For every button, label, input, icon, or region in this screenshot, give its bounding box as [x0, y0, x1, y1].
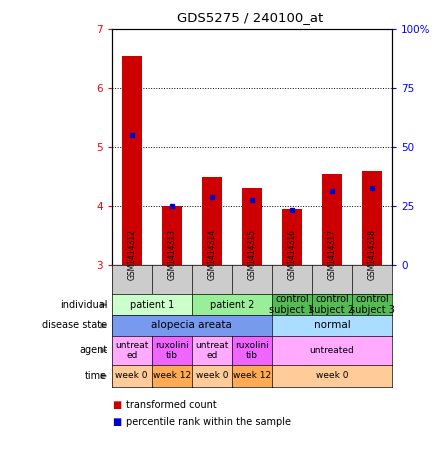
Text: week 0: week 0 — [116, 371, 148, 381]
Text: GDS5275 / 240100_at: GDS5275 / 240100_at — [177, 11, 323, 24]
Text: control
subject 1: control subject 1 — [269, 294, 314, 315]
Text: individual: individual — [60, 299, 107, 310]
Text: week 0: week 0 — [316, 371, 348, 381]
Bar — [202, 177, 222, 265]
Text: disease state: disease state — [42, 320, 107, 331]
Text: transformed count: transformed count — [126, 400, 216, 410]
Text: agent: agent — [79, 345, 107, 356]
Text: ruxolini
tib: ruxolini tib — [155, 341, 189, 360]
Text: untreated: untreated — [310, 346, 354, 355]
Text: patient 2: patient 2 — [210, 299, 254, 310]
Text: time: time — [85, 371, 107, 381]
Bar — [282, 209, 302, 265]
Text: GSM1414312: GSM1414312 — [127, 229, 136, 280]
Text: GSM1414318: GSM1414318 — [367, 229, 377, 280]
Text: control
subject 2: control subject 2 — [309, 294, 354, 315]
Text: untreat
ed: untreat ed — [195, 341, 229, 360]
Text: GSM1414315: GSM1414315 — [247, 229, 256, 280]
Text: week 0: week 0 — [195, 371, 228, 381]
Bar — [242, 188, 262, 265]
Text: GSM1414314: GSM1414314 — [207, 229, 216, 280]
Text: ruxolini
tib: ruxolini tib — [235, 341, 269, 360]
Text: GSM1414317: GSM1414317 — [328, 229, 336, 280]
Text: percentile rank within the sample: percentile rank within the sample — [126, 417, 291, 427]
Bar — [322, 174, 342, 265]
Text: alopecia areata: alopecia areata — [152, 320, 232, 331]
Text: GSM1414313: GSM1414313 — [167, 229, 176, 280]
Bar — [162, 206, 182, 265]
Text: ■: ■ — [112, 400, 121, 410]
Text: week 12: week 12 — [153, 371, 191, 381]
Text: normal: normal — [314, 320, 350, 331]
Text: patient 1: patient 1 — [130, 299, 174, 310]
Text: GSM1414316: GSM1414316 — [287, 229, 297, 280]
Text: ■: ■ — [112, 417, 121, 427]
Bar — [362, 171, 382, 265]
Bar — [122, 56, 142, 265]
Text: week 12: week 12 — [233, 371, 271, 381]
Text: control
subject 3: control subject 3 — [350, 294, 395, 315]
Text: untreat
ed: untreat ed — [115, 341, 148, 360]
